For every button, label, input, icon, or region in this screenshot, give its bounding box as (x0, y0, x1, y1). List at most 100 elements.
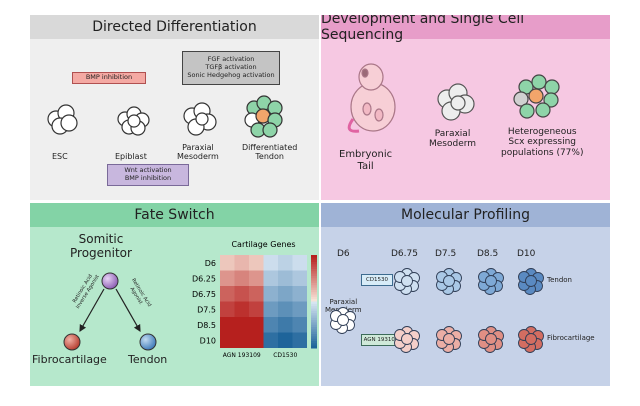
colorbar-segment (311, 303, 317, 307)
label-tendon-mol: Tendon (547, 276, 572, 284)
colorbar-segment (311, 343, 317, 347)
heatmap-cell (278, 317, 293, 333)
colorbar-segment (311, 271, 317, 275)
heatmap-row-label: D10 (200, 336, 216, 345)
label-fibrocartilage-mol: Fibrocartilage (547, 334, 595, 342)
heatmap-cell (263, 270, 278, 286)
heatmap-cell (249, 255, 264, 271)
heterogeneous-cell-cluster (513, 74, 560, 119)
colorbar-segment (311, 278, 317, 282)
wnt-bmp-label: BMP inhibition (124, 174, 172, 182)
tendon-mol-cell (443, 275, 455, 287)
tendon-cell-cluster (244, 95, 283, 138)
heatmap-cell (220, 301, 235, 317)
colorbar-segment (311, 275, 317, 279)
heatmap-cell (249, 286, 264, 302)
embryo-icon (347, 63, 396, 133)
tendon-mol-cell (525, 275, 537, 287)
colorbar-segment (311, 329, 317, 333)
tendon-mol-cell (401, 275, 413, 287)
paraxial-mesoderm-cell-cluster (183, 102, 217, 136)
heatmap-cell (220, 270, 235, 286)
progenitor-cell (101, 272, 119, 290)
heatmap-cell (263, 286, 278, 302)
timepoint-d6: D6 (337, 249, 350, 259)
bmp-inhibition-box: BMP inhibition (72, 72, 146, 84)
fibrocartilage-cell (63, 333, 81, 351)
colorbar-segment (311, 315, 317, 319)
heatmap-row-label: D6 (205, 259, 216, 268)
heatmap-cell (278, 255, 293, 271)
heatmap-cell (234, 317, 249, 333)
label-somitic-progenitor: Somitic Progenitor (70, 232, 132, 260)
colorbar-segment (311, 345, 317, 349)
colorbar-segment (311, 261, 317, 265)
heatmap-title: Cartilage Genes (231, 240, 295, 249)
tgfb-label: TGFβ activation (205, 63, 257, 72)
label-fibrocartilage: Fibrocartilage (32, 353, 107, 366)
epiblast-cell-cluster (117, 106, 150, 136)
colorbar-segment (311, 292, 317, 296)
cd1530-label: CD1530 (365, 276, 389, 283)
colorbar-segment (311, 301, 317, 305)
colorbar-segment (311, 308, 317, 312)
stage-label-epiblast: Epiblast (115, 152, 147, 161)
heatmap-cell (292, 332, 307, 348)
fibrocartilage-mol-cell (525, 333, 537, 345)
fibrocartilage-mol-cell (443, 333, 455, 345)
paraxial-mesoderm-cell-cluster-dev (437, 83, 475, 121)
panel-title-molecular: Molecular Profiling (321, 203, 610, 227)
heatmap-row-label: D8.5 (197, 321, 216, 330)
colorbar-segment (311, 287, 317, 291)
heatmap-cell (278, 332, 293, 348)
wnt-label: Wnt activation (124, 166, 172, 175)
heatmap-cell (249, 270, 264, 286)
esc-cell-cluster (47, 104, 78, 135)
colorbar-segment (311, 322, 317, 326)
directed-cells-svg (47, 95, 283, 138)
timepoint-d675: D6.75 (391, 249, 418, 259)
colorbar-segment (311, 282, 317, 286)
cd1530-box: CD1530 (361, 274, 393, 286)
timepoint-d85: D8.5 (477, 249, 499, 259)
paraxial-mesoderm-mol-cell (337, 314, 349, 326)
agn-label: AGN 193109 (363, 336, 399, 343)
heatmap-cell (234, 255, 249, 271)
heatmap-row-label: D6.25 (192, 274, 216, 283)
panel-fate-switch: Fate Switch Somitic Progenitor Cartilage… (30, 203, 319, 386)
heatmap-cell (234, 301, 249, 317)
heatmap-col-label: AGN 193109 (223, 352, 261, 359)
colorbar-segment (311, 313, 317, 316)
heatmap-row-label: D6.75 (192, 290, 216, 299)
heatmap-cell (263, 255, 278, 271)
panel-title-directed: Directed Differentiation (30, 15, 319, 39)
colorbar-segment (311, 320, 317, 323)
arrow-to-fibrocartilage (79, 288, 105, 333)
colorbar-segment (311, 280, 317, 284)
colorbar-segment (311, 317, 317, 321)
heatmap-cell (249, 332, 264, 348)
label-embryonic-tail: Embryonic Tail (339, 149, 393, 172)
heatmap-cell (263, 317, 278, 333)
colorbar-segment (311, 310, 317, 314)
heatmap-cell (234, 270, 249, 286)
heatmap-cell (263, 301, 278, 317)
heatmap-cell (292, 255, 307, 271)
panel-directed-differentiation: Directed Differentiation BMP inhibition … (30, 15, 319, 200)
cartilage-genes-heatmap: Cartilage Genes D6 D6.25 D6.75 D7.5 D8.5 D10 AG… (192, 240, 317, 359)
stage-label-differentiated-tendon: Differentiated Tendon (242, 143, 298, 162)
panel-title-fate: Fate Switch (30, 203, 319, 227)
molecular-svg (330, 268, 544, 353)
colorbar-segment (311, 259, 317, 263)
colorbar-segment (311, 264, 317, 268)
heatmap-cell (220, 286, 235, 302)
fibrocartilage-mol-cell (485, 333, 497, 345)
molecular-cell-clusters (330, 268, 544, 353)
arrow-to-tendon (115, 288, 141, 333)
agn-box: AGN 193109 (361, 334, 401, 346)
stage-label-paraxial-mesoderm: Paraxial Mesoderm (177, 143, 219, 162)
heatmap-cell (234, 286, 249, 302)
colorbar-segment (311, 255, 317, 258)
label-tendon-fate: Tendon (128, 353, 168, 366)
colorbar-segment (311, 336, 317, 340)
